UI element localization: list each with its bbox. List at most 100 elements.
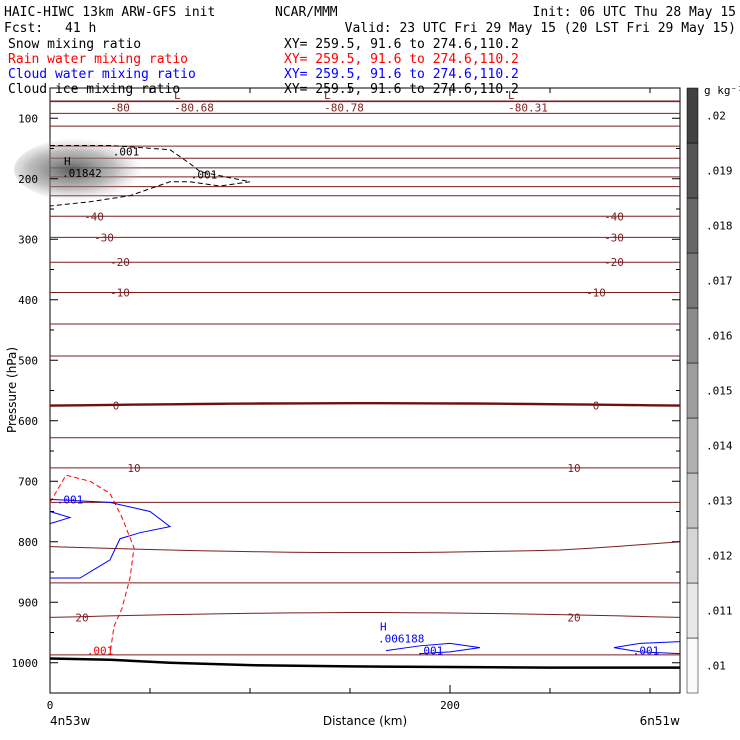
minimum-value: -80.68 xyxy=(174,101,214,114)
colorbar-label: .011 xyxy=(706,605,733,618)
isotherm-label: -30 xyxy=(604,231,624,244)
temperature-isotherm xyxy=(49,541,681,554)
org-label: NCAR/MMM xyxy=(275,5,338,20)
y-tick-label: 1000 xyxy=(12,657,39,670)
y-tick-label: 400 xyxy=(18,294,38,307)
colorbar-label: .015 xyxy=(706,385,733,398)
colorbar-units: g kg⁻¹ xyxy=(704,84,740,97)
colorbar-segment xyxy=(686,87,699,144)
minimum-symbol: L xyxy=(174,89,181,102)
minimum-symbol: L xyxy=(324,89,331,102)
isotherm-label: -10 xyxy=(110,286,130,299)
colorbar-segment xyxy=(686,472,699,529)
isotherm-label: -20 xyxy=(604,256,624,269)
y-tick-label: 300 xyxy=(18,233,38,246)
field-name-1: Rain water mixing ratio xyxy=(8,52,188,67)
colorbar-label: .019 xyxy=(706,165,733,178)
colorbar-segment xyxy=(686,582,699,639)
field-name-2: Cloud water mixing ratio xyxy=(8,67,196,82)
minimum-value: -80.78 xyxy=(324,101,364,114)
cloud-water-contour xyxy=(49,498,172,579)
snow-maximum-shading xyxy=(14,137,158,202)
cloud-water-contour xyxy=(613,641,681,655)
init-time: Init: 06 UTC Thu 28 May 15 xyxy=(533,5,737,20)
colorbar-segment xyxy=(686,142,699,199)
field-name-0: Snow mixing ratio xyxy=(8,37,141,52)
right-endpoint-label: 6n51w xyxy=(640,714,681,728)
minimum-symbol: L xyxy=(508,89,515,102)
colorbar-segment xyxy=(686,362,699,419)
contour-label: .001 xyxy=(87,645,114,658)
temperature-isotherm xyxy=(49,612,681,618)
isotherm-label: -10 xyxy=(586,286,606,299)
isotherm-label: -30 xyxy=(94,231,114,244)
colorbar-label: .02 xyxy=(706,110,726,123)
temperature-isotherm xyxy=(49,402,681,407)
field-legend: Snow mixing ratio XY= 259.5, 91.6 to 274.… xyxy=(8,37,519,97)
contour-label: .001 xyxy=(417,645,444,658)
terrain-line xyxy=(49,657,680,669)
isotherm-label: 10 xyxy=(567,462,580,475)
cloud-water-contour xyxy=(385,642,481,655)
minimum-value: -80.31 xyxy=(508,101,548,114)
x-tick-label: 200 xyxy=(440,699,460,712)
colorbar-label: .013 xyxy=(706,495,733,508)
field-name-3: Cloud ice mixing ratio xyxy=(8,82,180,97)
field-xy-3: XY= 259.5, 91.6 to 274.6,110.2 xyxy=(284,82,519,97)
field-xy-1: XY= 259.5, 91.6 to 274.6,110.2 xyxy=(284,52,519,67)
colorbar-segment xyxy=(686,637,699,694)
isotherm-label: 0 xyxy=(593,400,600,413)
colorbar-label: .018 xyxy=(706,220,733,233)
y-tick-label: 200 xyxy=(18,173,38,186)
snow-contour xyxy=(49,144,251,207)
colorbar-segment xyxy=(686,252,699,309)
colorbar-segment xyxy=(686,307,699,364)
colorbar-segment xyxy=(686,527,699,584)
y-tick-label: 500 xyxy=(18,354,38,367)
colorbar-segment xyxy=(686,417,699,474)
cloud-water-contour xyxy=(49,511,72,525)
field-xy-0: XY= 259.5, 91.6 to 274.6,110.2 xyxy=(284,37,519,52)
colorbar-label: .017 xyxy=(706,275,733,288)
colorbar-label: .016 xyxy=(706,330,733,343)
colorbar-segment xyxy=(686,197,699,254)
isotherm-label: -80 xyxy=(110,101,130,114)
colorbar-label: .01 xyxy=(706,660,726,673)
y-tick-label: 100 xyxy=(18,112,38,125)
colorbar: .01 .011 .012 .013 .014 .015 .016 .017 .018 .019.… xyxy=(686,84,740,694)
x-tick-label: 0 xyxy=(47,699,54,712)
maximum-value: .01842 xyxy=(62,167,102,180)
contour-label: .001 xyxy=(57,493,84,506)
y-axis-label: Pressure (hPa) xyxy=(5,347,19,433)
valid-time: Valid: 23 UTC Fri 29 May 15 (20 LST Fri … xyxy=(345,21,736,36)
isotherm-label: 20 xyxy=(75,611,88,624)
chart-title: HAIC-HIWC 13km ARW-GFS init xyxy=(4,5,215,20)
y-tick-label: 800 xyxy=(18,536,38,549)
fcst-label: Fcst: xyxy=(4,21,43,36)
maximum-symbol: H xyxy=(380,621,387,634)
maximum-value: .006188 xyxy=(378,633,424,646)
maximum-symbol: H xyxy=(64,155,71,168)
field-xy-2: XY= 259.5, 91.6 to 274.6,110.2 xyxy=(284,67,519,82)
left-endpoint-label: 4n53w xyxy=(50,714,91,728)
contour-label: .001 xyxy=(113,146,140,159)
isotherm-label: -40 xyxy=(84,210,104,223)
isotherm-label: -20 xyxy=(110,256,130,269)
rain-contour xyxy=(49,474,135,654)
contour-label: .001 xyxy=(191,169,218,182)
contour-label: .001 xyxy=(633,645,660,658)
x-axis-label: Distance (km) xyxy=(323,714,407,728)
isotherm-label: -40 xyxy=(604,210,624,223)
y-tick-label: 600 xyxy=(18,415,38,428)
isotherm-label: 10 xyxy=(127,462,140,475)
colorbar-label: .014 xyxy=(706,440,733,453)
y-tick-label: 700 xyxy=(18,475,38,488)
fcst-value: 41 h xyxy=(65,21,96,36)
isotherm-label: 20 xyxy=(567,611,580,624)
colorbar-label: .012 xyxy=(706,550,733,563)
y-tick-label: 900 xyxy=(18,596,38,609)
isotherm-label: 0 xyxy=(113,400,120,413)
